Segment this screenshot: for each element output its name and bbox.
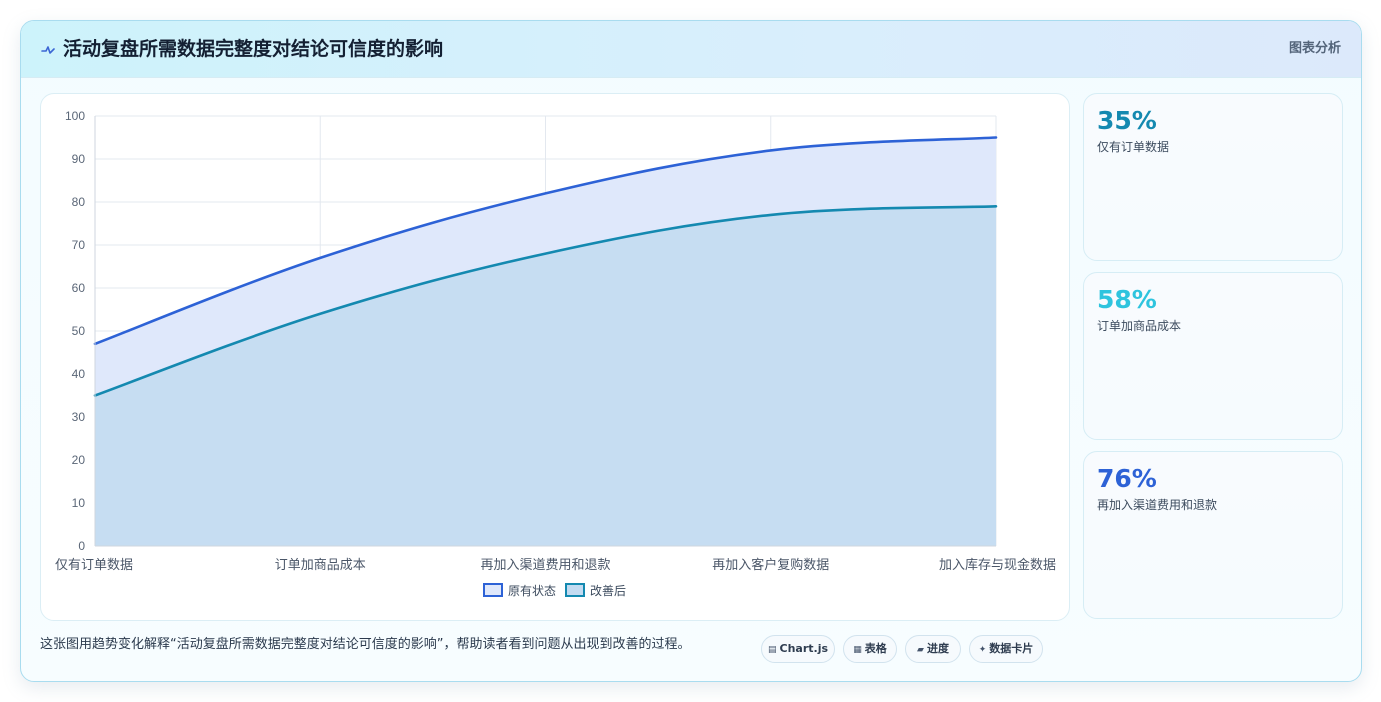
pill-label: 进度 <box>926 642 949 655</box>
y-tick-label: 10 <box>72 496 86 510</box>
chart-panel: 0 10 20 30 40 50 60 70 80 90 100 仅有订单数据 订单加商品成本 再加入渠道… <box>40 93 1070 621</box>
pill-label: 表格 <box>864 642 887 655</box>
pill-data-card[interactable]: ✦ 数据卡片 <box>969 635 1043 663</box>
y-tick-label: 90 <box>72 152 86 166</box>
activity-icon <box>41 39 57 59</box>
pill-table[interactable]: ▦ 表格 <box>843 635 897 663</box>
stat-value: 58% <box>1097 285 1157 314</box>
page-title: 活动复盘所需数据完整度对结论可信度的影响 <box>63 38 444 60</box>
x-tick-label: 仅有订单数据 <box>55 558 133 573</box>
stat-value: 76% <box>1097 464 1157 493</box>
chart-description: 这张图用趋势变化解释“活动复盘所需数据完整度对结论可信度的影响”，帮助读者看到问… <box>40 637 691 652</box>
x-tick-label: 再加入渠道费用和退款 <box>480 558 610 573</box>
x-tick-label: 加入库存与现金数据 <box>939 557 1056 573</box>
y-tick-label: 20 <box>72 453 86 467</box>
legend-swatch-2[interactable] <box>565 583 585 597</box>
report-card: 活动复盘所需数据完整度对结论可信度的影响 图表分析 0 10 20 30 40 50 60 7… <box>20 20 1362 682</box>
stat-card-1: 35% 仅有订单数据 <box>1083 93 1343 261</box>
y-tick-label: 30 <box>72 410 86 424</box>
y-tick-label: 100 <box>65 109 85 123</box>
stat-value: 35% <box>1097 106 1157 135</box>
table-icon: ▦ <box>853 645 862 655</box>
stat-label: 仅有订单数据 <box>1097 140 1170 154</box>
legend-label-2[interactable]: 改善后 <box>590 583 626 598</box>
y-tick-label: 60 <box>72 281 86 295</box>
pill-label: 数据卡片 <box>989 642 1034 655</box>
pill-progress[interactable]: ▰ 进度 <box>905 635 961 663</box>
pill-chartjs[interactable]: ▤ Chart.js <box>761 635 835 663</box>
y-tick-label: 40 <box>72 367 86 381</box>
y-tick-label: 70 <box>72 238 86 252</box>
pill-label: Chart.js <box>779 642 829 655</box>
legend-label-1[interactable]: 原有状态 <box>508 584 556 598</box>
sparkle-icon: ✦ <box>978 645 987 655</box>
series-area-2 <box>95 206 996 547</box>
legend-swatch-1[interactable] <box>483 583 503 597</box>
area-chart: 0 10 20 30 40 50 60 70 80 90 100 仅有订单数据 订单加商品成本 再加入渠道… <box>55 109 1056 598</box>
stat-label: 再加入渠道费用和退款 <box>1097 498 1218 512</box>
y-tick-label: 50 <box>72 324 86 338</box>
stat-label: 订单加商品成本 <box>1097 319 1182 333</box>
chart-icon: ▤ <box>767 645 777 655</box>
card-header: 活动复盘所需数据完整度对结论可信度的影响 图表分析 <box>21 21 1361 78</box>
y-tick-label: 80 <box>72 195 86 209</box>
y-tick-label: 0 <box>78 539 85 553</box>
x-tick-label: 再加入客户复购数据 <box>712 557 829 573</box>
stat-card-2: 58% 订单加商品成本 <box>1083 272 1343 440</box>
progress-icon: ▰ <box>917 645 924 655</box>
chart-analysis-tag: 图表分析 <box>1288 41 1341 56</box>
x-tick-label: 订单加商品成本 <box>275 558 366 573</box>
stat-card-3: 76% 再加入渠道费用和退款 <box>1083 451 1343 619</box>
